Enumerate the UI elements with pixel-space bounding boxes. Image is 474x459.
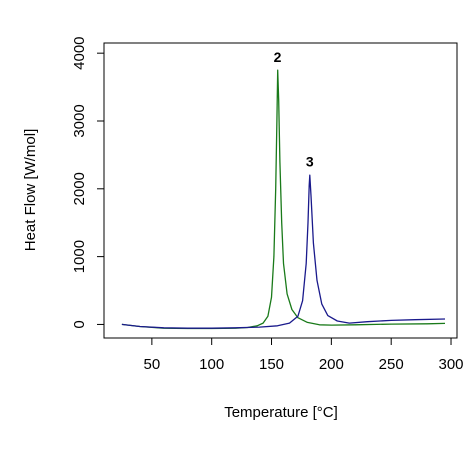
annotation-layer: 23 <box>274 49 314 169</box>
y-tick-label: 2000 <box>71 172 88 205</box>
y-tick-label: 3000 <box>71 104 88 137</box>
x-axis-title: Temperature [°C] <box>224 404 338 421</box>
y-tick-label: 0 <box>71 320 88 328</box>
plot-frame <box>103 42 458 339</box>
series-line-2 <box>121 174 446 329</box>
x-tick-label: 300 <box>439 356 464 373</box>
y-tick-label: 1000 <box>71 240 88 273</box>
x-tick-label: 150 <box>259 356 284 373</box>
series-layer <box>121 69 446 330</box>
x-tick-label: 50 <box>144 356 161 373</box>
peak-label: 2 <box>274 49 282 65</box>
x-tick-label: 100 <box>199 356 224 373</box>
y-tick-label: 4000 <box>71 36 88 69</box>
x-tick-label: 250 <box>379 356 404 373</box>
y-axis-title: Heat Flow [W/mol] <box>22 129 39 252</box>
x-tick-label: 200 <box>319 356 344 373</box>
series-line-1 <box>121 69 446 330</box>
peak-label: 3 <box>306 153 314 169</box>
